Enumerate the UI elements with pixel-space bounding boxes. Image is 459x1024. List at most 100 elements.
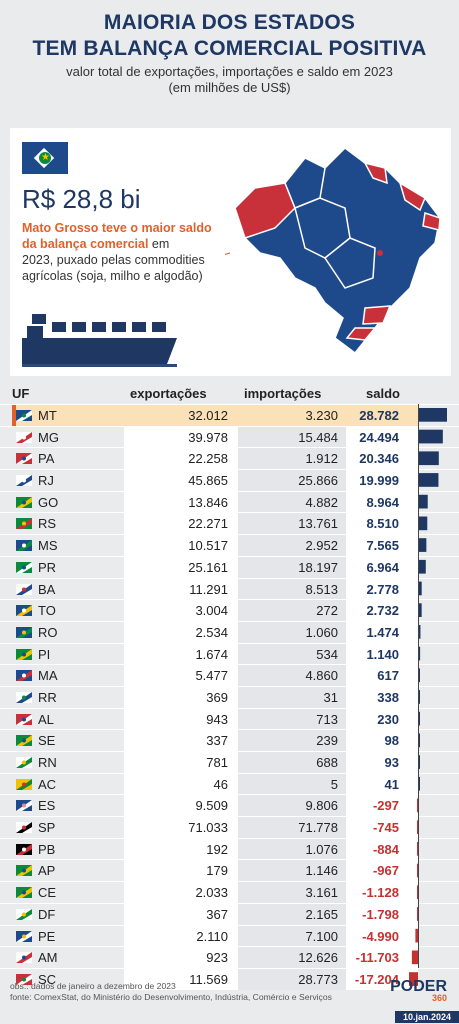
logo-sub: 360 — [431, 993, 447, 1003]
highlight-text-inline: em — [148, 237, 170, 251]
title-line-2: TEM BALANÇA COMERCIAL POSITIVA — [32, 37, 427, 60]
df-flag-icon — [16, 908, 32, 920]
cell-imp: 8.513 — [305, 581, 338, 597]
cell-saldo: 98 — [384, 733, 399, 749]
rj-flag-icon — [16, 475, 32, 487]
table-row: PA 22.258 1.912 20.346 — [0, 447, 459, 470]
table-header: UF exportações importações saldo — [0, 386, 459, 404]
table-row: BA 11.291 8.513 2.778 — [0, 577, 459, 600]
cell-uf: BA — [38, 581, 56, 597]
highlight-text: Mato Grosso teve o maior saldo da balanç… — [22, 220, 212, 252]
ms-flag-icon — [16, 540, 32, 552]
table-row: RN 781 688 93 — [0, 751, 459, 773]
cell-saldo: 24.494 — [359, 429, 399, 445]
cell-exp: 367 — [206, 906, 228, 922]
cell-uf: MG — [38, 429, 59, 445]
cell-uf: RO — [38, 624, 58, 640]
table-row: AM 923 12.626 -11.703 — [0, 946, 459, 968]
cell-exp: 943 — [206, 711, 228, 727]
cell-exp: 9.509 — [195, 798, 228, 814]
cell-exp: 1.674 — [195, 646, 228, 662]
sc-flag-icon — [16, 973, 32, 985]
cell-saldo: 2.732 — [366, 603, 399, 619]
cell-uf: CE — [38, 885, 57, 901]
rn-flag-icon — [16, 757, 32, 768]
footer-notes: obs.: dados de janeiro a dezembro de 202… — [10, 981, 332, 1003]
cell-exp: 10.517 — [188, 538, 228, 554]
cell-saldo: 19.999 — [359, 473, 399, 489]
data-table: MT 32.012 3.230 28.782 MG 39.978 15.484 24.494 P… — [0, 404, 459, 990]
cell-saldo: 28.782 — [359, 408, 399, 423]
cell-exp: 39.978 — [188, 429, 228, 445]
cell-uf: TO — [38, 603, 56, 619]
ro-flag-icon — [16, 626, 32, 638]
saldo-bar-pa — [419, 451, 439, 466]
cell-exp: 45.865 — [188, 473, 228, 489]
mt-flag-icon — [16, 410, 32, 421]
saldo-bar-rn — [419, 755, 420, 769]
cell-saldo: 93 — [384, 755, 399, 770]
cell-imp: 9.806 — [305, 798, 338, 814]
cell-imp: 28.773 — [298, 971, 338, 987]
cell-uf: MS — [38, 538, 58, 554]
to-flag-icon — [16, 605, 32, 617]
subtitle: valor total de exportações, importações … — [0, 64, 459, 96]
cell-saldo: 7.565 — [366, 538, 399, 554]
cell-saldo: -297 — [372, 798, 399, 814]
rr-flag-icon — [16, 691, 32, 703]
table-row: PE 2.110 7.100 -4.990 — [0, 924, 459, 947]
saldo-bar-sc — [409, 972, 418, 986]
cell-saldo: 6.964 — [366, 559, 399, 575]
saldo-bar-am — [411, 950, 418, 965]
pb-flag-icon — [16, 843, 32, 855]
table-row: RR 369 31 338 — [0, 685, 459, 708]
saldo-bar-ap — [417, 863, 418, 878]
title-line-1: MAIORIA DOS ESTADOS — [103, 11, 356, 34]
cell-uf: SE — [38, 733, 56, 749]
table-row: DF 367 2.165 -1.798 — [0, 902, 459, 925]
saldo-bar-pe — [415, 928, 418, 943]
table-row: SC 11.569 28.773 -17.204 — [0, 967, 459, 990]
cell-imp: 1.076 — [305, 841, 338, 857]
cell-saldo: -1.128 — [362, 885, 399, 901]
cell-uf: GO — [38, 494, 59, 510]
saldo-bar-ba — [419, 581, 422, 596]
cell-uf: DF — [38, 906, 56, 922]
cell-imp: 13.761 — [298, 516, 338, 532]
table-row: MS 10.517 2.952 7.565 — [0, 534, 459, 556]
table-row: RJ 45.865 25.866 19.999 — [0, 469, 459, 491]
go-flag-icon — [16, 496, 32, 508]
cell-imp: 7.100 — [305, 928, 338, 944]
table-row: MG 39.978 15.484 24.494 — [0, 425, 459, 448]
highlight-card: ★ R$ 28,8 bi Mato Grosso teve o maior sa… — [10, 128, 451, 376]
saldo-bar-rj — [419, 473, 439, 487]
table-row: PR 25.161 18.197 6.964 — [0, 555, 459, 578]
cell-uf: PB — [38, 841, 56, 857]
cell-exp: 46 — [213, 776, 228, 792]
saldo-bar-ms — [419, 538, 427, 552]
cell-saldo: -11.703 — [355, 950, 399, 966]
table-row: SE 337 239 98 — [0, 729, 459, 751]
table-row: ES 9.509 9.806 -297 — [0, 794, 459, 817]
table-row: AL 943 713 230 — [0, 707, 459, 730]
footer-source: fonte: ComexStat, do Ministério do Desen… — [10, 992, 332, 1002]
cell-exp: 3.004 — [195, 603, 228, 619]
table-row: MA 5.477 4.860 617 — [0, 664, 459, 686]
cell-imp: 4.882 — [305, 494, 338, 510]
saldo-bar-ce — [417, 885, 418, 900]
cell-exp: 781 — [206, 755, 228, 770]
highlight-value: R$ 28,8 bi — [22, 184, 141, 214]
cell-imp: 3.161 — [305, 885, 338, 901]
cell-imp: 25.866 — [298, 473, 338, 489]
cell-exp: 2.534 — [195, 624, 228, 640]
cell-uf: AP — [38, 863, 56, 879]
cell-saldo: 2.778 — [366, 581, 399, 597]
sp-flag-icon — [16, 822, 32, 834]
table-row: PI 1.674 534 1.140 — [0, 642, 459, 665]
mato-grosso-flag-icon: ★ — [22, 142, 68, 174]
cell-exp: 369 — [206, 689, 228, 705]
cargo-ship-icon — [22, 314, 177, 367]
highlight-accent — [12, 405, 16, 426]
table-row: MT 32.012 3.230 28.782 — [0, 404, 459, 426]
col-saldo-header: saldo — [366, 386, 400, 401]
